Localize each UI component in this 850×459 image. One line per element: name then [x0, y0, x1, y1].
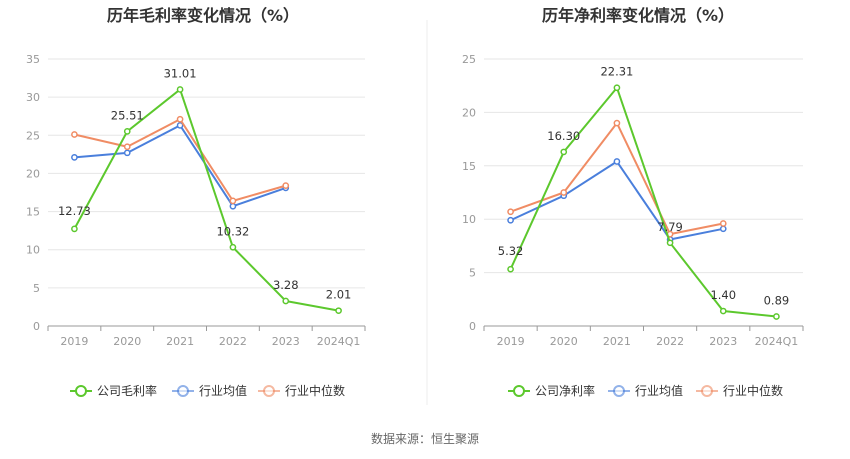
data-point-avg: [719, 225, 727, 233]
chart-title: 历年净利率变化情况（%）: [542, 6, 734, 25]
data-label: 3.28: [273, 278, 299, 292]
x-tick-label: 2021: [166, 335, 194, 348]
data-point-median: [229, 197, 237, 205]
data-point-median: [507, 208, 514, 216]
data-point-company: [335, 307, 342, 315]
legend-swatch-marker: [613, 385, 625, 397]
legend-label: 行业均值: [199, 383, 247, 398]
data-label: 16.30: [547, 129, 580, 143]
data-point-median: [613, 119, 621, 127]
x-tick-label: 2021: [603, 335, 631, 348]
legend-label: 行业中位数: [285, 383, 345, 398]
y-tick-label: 25: [462, 53, 476, 66]
y-tick-label: 10: [26, 244, 40, 257]
y-tick-label: 20: [462, 106, 476, 119]
x-tick-label: 2024Q1: [317, 335, 361, 348]
legend-swatch-marker: [263, 385, 275, 397]
y-tick-label: 15: [462, 160, 476, 173]
data-point-median: [560, 189, 568, 196]
x-tick-label: 2019: [497, 335, 525, 348]
data-point-avg: [176, 122, 184, 129]
x-tick-label: 2019: [60, 335, 88, 348]
y-tick-label: 30: [26, 91, 40, 104]
data-label: 5.32: [498, 244, 524, 258]
data-point-median: [176, 115, 184, 123]
data-label: 1.40: [710, 288, 736, 302]
data-point-company: [282, 297, 290, 305]
data-point-company: [176, 86, 184, 93]
data-point-median: [123, 143, 131, 151]
legend-label: 行业均值: [635, 383, 683, 398]
x-tick-label: 2023: [709, 335, 737, 348]
data-label: 22.31: [600, 65, 633, 79]
y-tick-label: 35: [26, 53, 40, 66]
data-point-company: [229, 243, 237, 251]
data-point-company: [507, 265, 514, 273]
data-point-company: [773, 313, 780, 320]
data-point-company: [613, 84, 621, 92]
series-line-median: [74, 118, 287, 202]
legend-label: 公司净利率: [535, 383, 595, 398]
data-point-median: [282, 182, 290, 189]
y-tick-label: 5: [33, 282, 40, 295]
source-note: 数据来源：恒生聚源: [371, 431, 479, 446]
data-point-company: [666, 239, 674, 247]
legend-swatch-marker: [701, 385, 713, 397]
data-label: 25.51: [111, 108, 144, 122]
series-line-company: [509, 86, 777, 318]
y-tick-label: 10: [462, 213, 476, 226]
data-point-company: [71, 225, 78, 233]
data-label: 31.01: [164, 66, 197, 80]
y-tick-label: 20: [26, 167, 40, 180]
x-tick-label: 2020: [113, 335, 141, 348]
data-label: 2.01: [326, 288, 352, 302]
data-label: 12.73: [58, 204, 91, 218]
x-tick-label: 2023: [272, 335, 300, 348]
y-tick-label: 25: [26, 129, 40, 142]
series-line-company: [73, 88, 339, 312]
x-tick-label: 2022: [219, 335, 247, 348]
data-point-avg: [507, 216, 514, 224]
data-point-median: [71, 131, 78, 138]
legend-label: 行业中位数: [723, 383, 783, 398]
x-tick-label: 2020: [550, 335, 578, 348]
y-tick-label: 5: [469, 267, 476, 280]
data-point-avg: [613, 158, 621, 165]
y-tick-label: 0: [469, 320, 476, 333]
legend-swatch-marker: [177, 385, 189, 397]
data-label: 0.89: [764, 293, 790, 307]
data-point-company: [560, 148, 568, 156]
legend-label: 公司毛利率: [97, 383, 157, 398]
legend-swatch-marker: [75, 385, 87, 397]
data-point-company: [123, 128, 131, 135]
data-label: 7.79: [657, 220, 683, 234]
data-point-avg: [229, 202, 237, 210]
data-point-company: [719, 307, 727, 315]
x-tick-label: 2024Q1: [755, 335, 799, 348]
data-point-avg: [71, 154, 78, 161]
chart-title: 历年毛利率变化情况（%）: [107, 6, 299, 25]
series-line-median: [510, 122, 724, 236]
data-point-avg: [123, 149, 131, 157]
y-tick-label: 0: [33, 320, 40, 333]
data-label: 10.32: [216, 224, 249, 238]
y-tick-label: 15: [26, 206, 40, 219]
x-tick-label: 2022: [656, 335, 684, 348]
data-point-median: [719, 220, 727, 227]
legend-swatch-marker: [513, 385, 525, 397]
